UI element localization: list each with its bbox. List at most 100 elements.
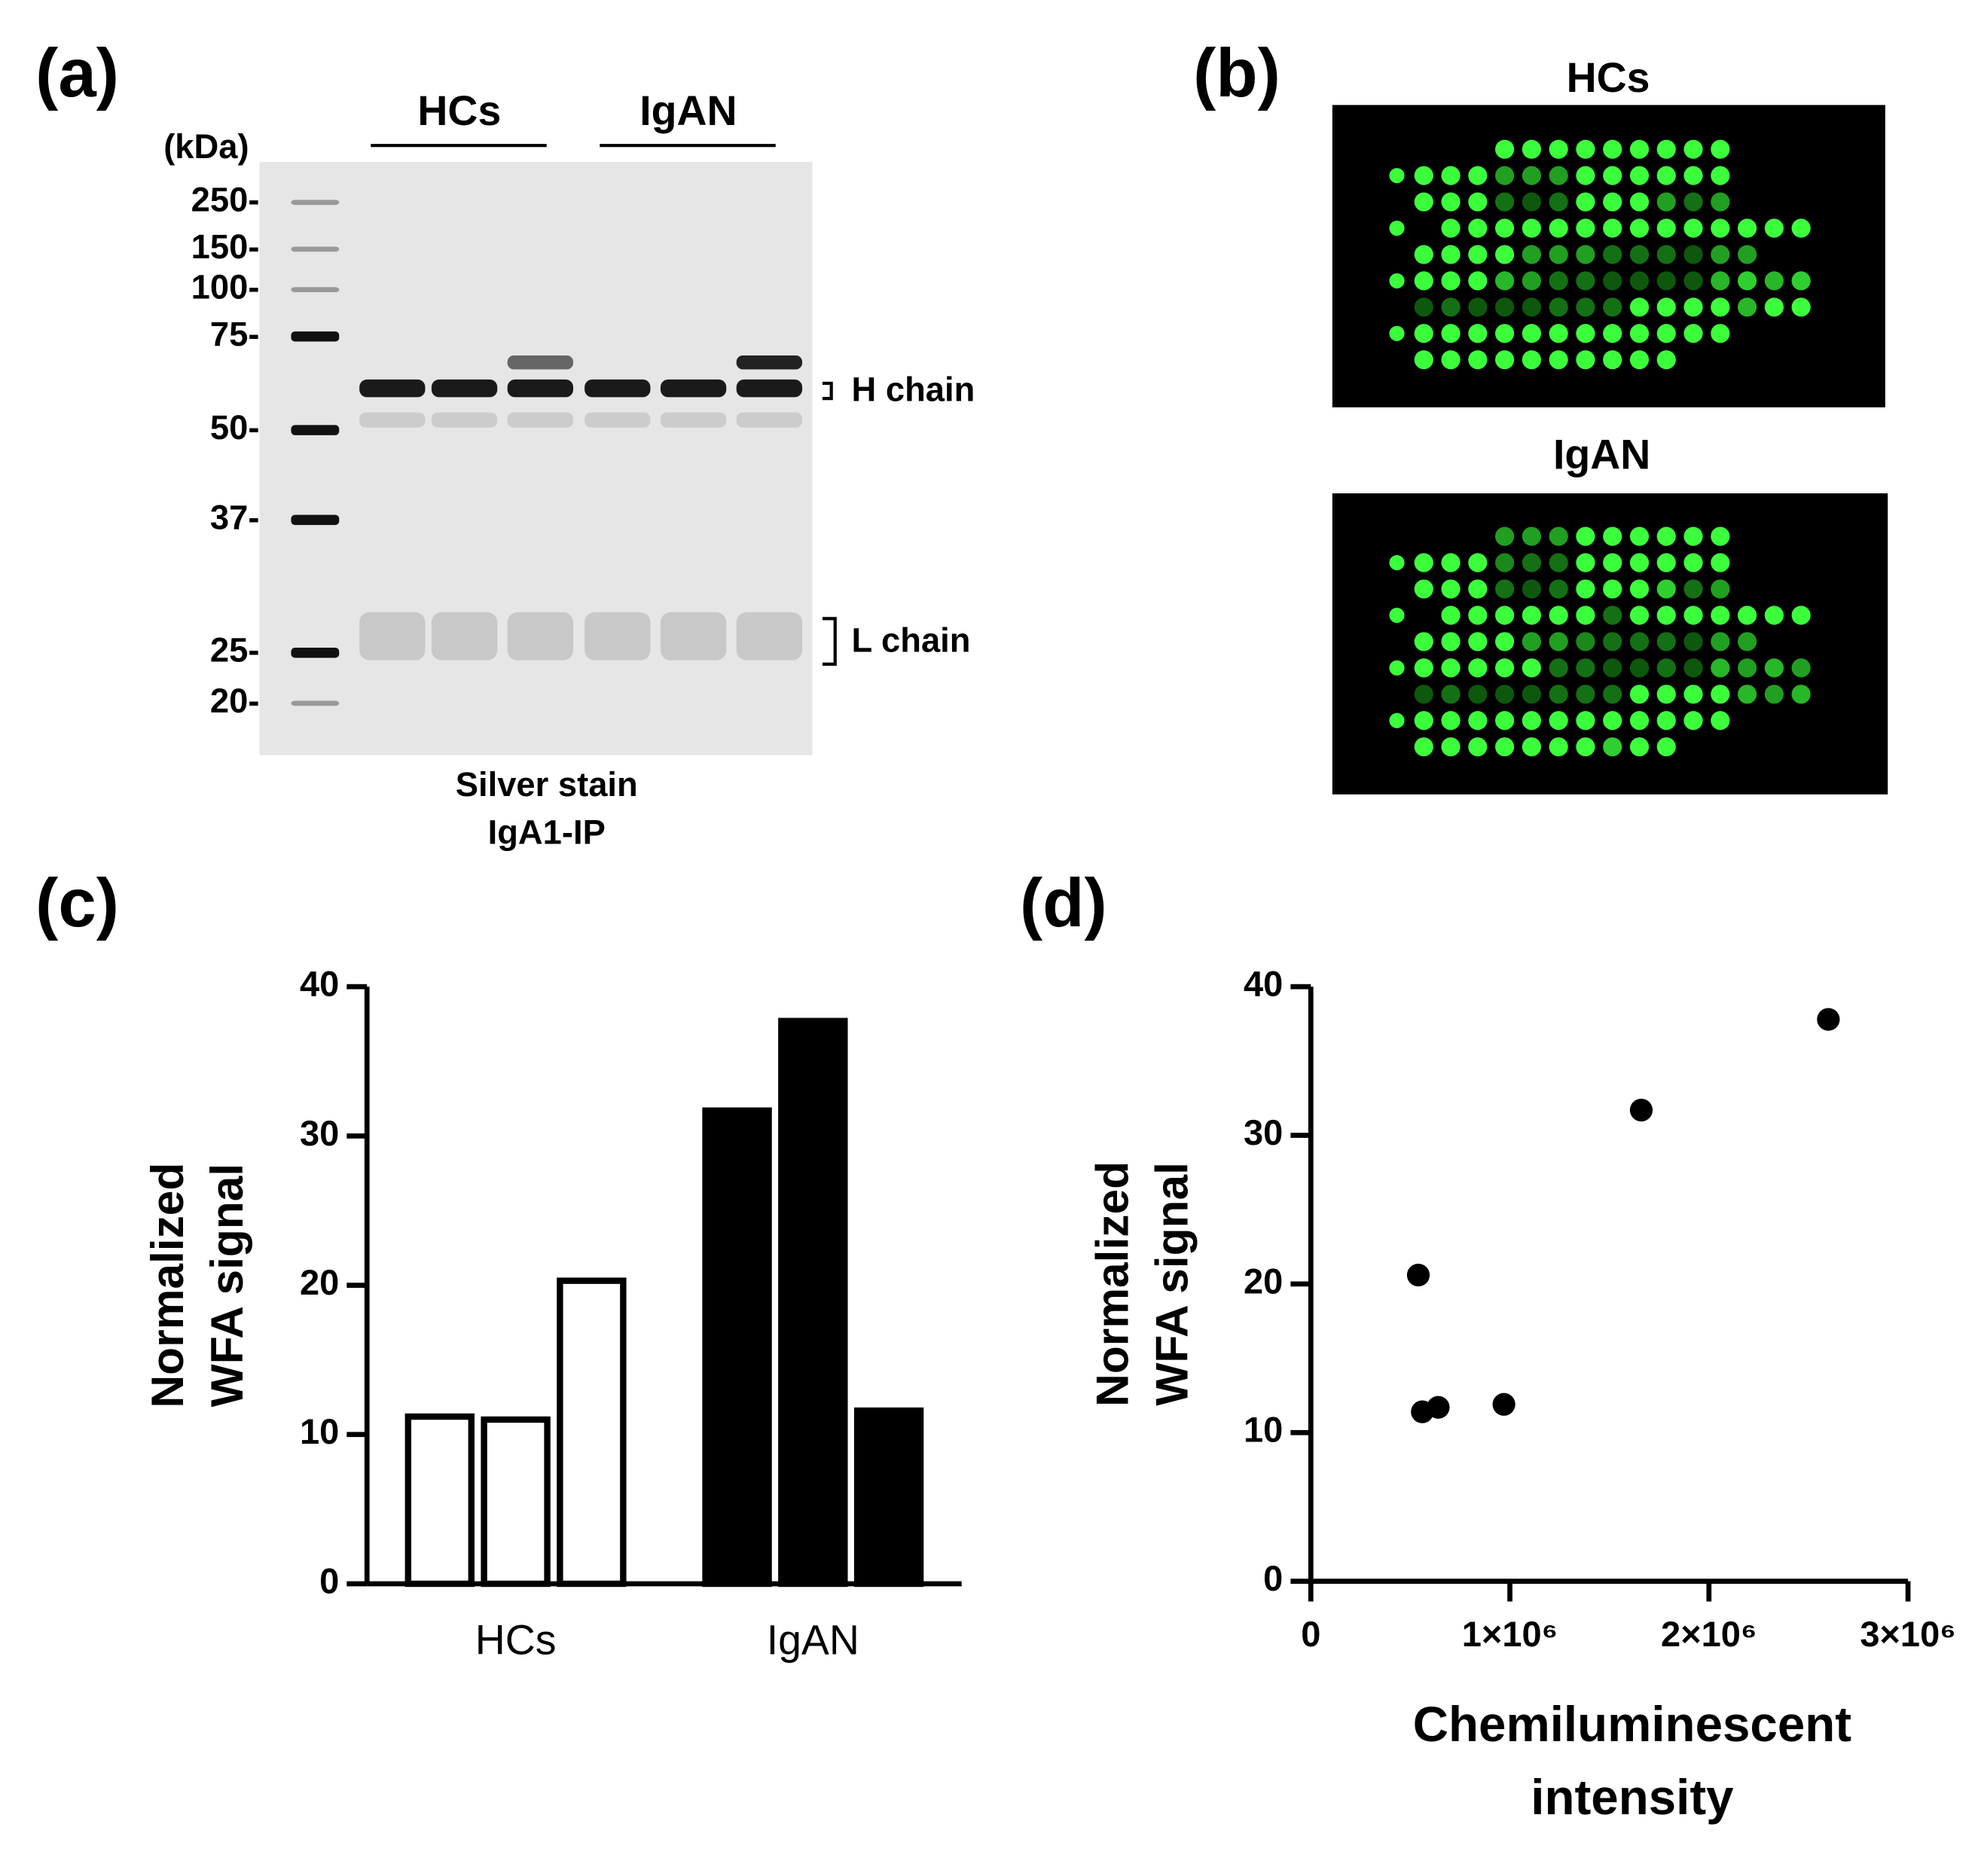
spot [1603,192,1622,212]
x-tick-label: 3×10⁶ [1860,1614,1956,1654]
spot [1468,166,1488,185]
spot [1549,350,1568,370]
spot [1495,711,1515,731]
spot [1522,166,1541,185]
bar [557,1277,627,1588]
spot [1656,271,1676,291]
spot [1629,526,1650,546]
spot [1522,139,1541,159]
spot [1629,245,1650,264]
y-axis-label: Normalized [1087,1161,1138,1407]
spot [1468,632,1488,651]
spot [1441,166,1461,185]
spot [1656,685,1676,704]
spot [1738,218,1757,238]
spot [1522,711,1541,731]
spot [1468,350,1488,370]
spot [1738,271,1757,291]
spot [1656,350,1676,370]
spot [1791,685,1811,704]
spot [1576,579,1595,599]
spot [1576,271,1595,291]
spot [1549,218,1568,238]
spot [1441,350,1461,370]
spot [1683,632,1703,651]
spot [1522,324,1541,343]
panel-label: (c) [35,865,119,941]
y-tick-label: 30 [1244,1112,1283,1152]
band [431,412,498,428]
point [1817,1008,1840,1031]
spot [1738,658,1757,678]
spot [1738,685,1757,704]
band [507,612,574,660]
spot [1629,297,1650,317]
spot [1495,139,1515,159]
array-spots [1389,139,1811,757]
spot [1603,579,1622,599]
band [507,355,574,370]
spot [1495,632,1515,651]
spot [1468,606,1488,625]
spot [1468,192,1488,212]
spot [1683,658,1703,678]
spot [1549,737,1568,757]
spot [1549,606,1568,625]
spot [1603,711,1622,731]
spot [1711,297,1730,317]
spot [1683,166,1703,185]
spot [1495,553,1515,572]
gel [259,162,813,755]
spot [1522,350,1541,370]
spot [1603,632,1622,651]
spot [1414,324,1433,343]
spot [1603,218,1622,238]
spot [1549,245,1568,264]
spot [1441,711,1461,731]
spot [1549,685,1568,704]
spot [1711,579,1730,599]
spot [1764,606,1784,625]
spot [1522,553,1541,572]
spot [1711,658,1730,678]
spot [1522,526,1541,546]
bar [702,1107,772,1588]
spot [1441,297,1461,317]
spot [1414,553,1433,572]
spot [1414,271,1433,291]
marker-band [291,246,340,252]
spot [1389,555,1405,571]
spot [1629,737,1650,757]
spot [1656,324,1676,343]
spot [1603,526,1622,546]
spot [1576,606,1595,625]
spot [1549,553,1568,572]
spot [1683,139,1703,159]
spot [1468,685,1488,704]
spot [1683,192,1703,212]
spot [1441,245,1461,264]
spot [1576,245,1595,264]
spot [1656,579,1676,599]
bar [853,1407,924,1588]
marker-label: 25- [210,631,260,670]
bar [404,1413,475,1588]
spot [1603,350,1622,370]
spot [1468,218,1488,238]
spot [1711,711,1730,731]
spot [1656,166,1676,185]
spot [1711,685,1730,704]
spot [1468,324,1488,343]
spot [1389,660,1405,676]
band [431,379,498,398]
marker-label: 75- [210,315,260,353]
spot [1603,737,1622,757]
spot [1495,245,1515,264]
spot [1468,711,1488,731]
spot [1764,658,1784,678]
spot [1656,245,1676,264]
spot [1549,324,1568,343]
spot [1629,579,1650,599]
unit-label: (kDa) [163,127,249,166]
